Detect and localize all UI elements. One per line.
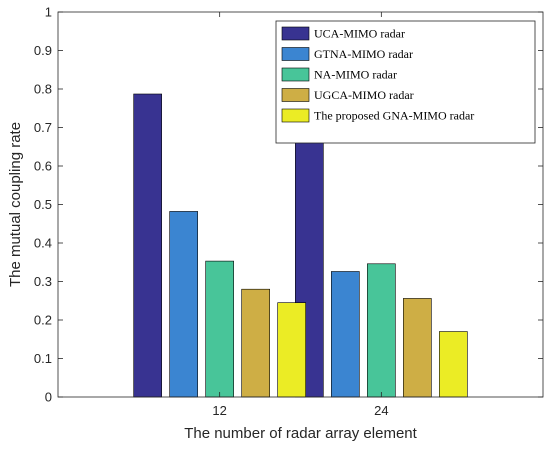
legend-swatch-ugca-mimo-radar <box>281 88 310 102</box>
y-tick-label: 0.4 <box>34 236 52 251</box>
y-tick-label: 1 <box>45 5 52 20</box>
bars-group <box>133 93 468 398</box>
legend-box <box>275 20 536 144</box>
bar-na-mimo-radar-12 <box>205 260 234 398</box>
bar-the-proposed-gna-mimo-radar-24 <box>439 331 468 398</box>
y-tick-label: 0.1 <box>34 351 52 366</box>
legend-label-gtna-mimo-radar: GTNA-MIMO radar <box>314 47 413 61</box>
bar-uca-mimo-radar-12 <box>133 93 162 398</box>
ticks-group: 0 0.1 0.2 0.3 0.4 0.5 0.6 0.7 0.8 0.9 1 12 24 <box>34 5 543 418</box>
legend-swatch-uca-mimo-radar <box>281 26 310 41</box>
legend-swatch-gtna-mimo-radar <box>281 47 310 61</box>
y-axis-label: The mutual coupling rate <box>7 122 24 287</box>
y-tick-label: 0.6 <box>34 159 52 174</box>
bar-the-proposed-gna-mimo-radar-12 <box>277 302 306 398</box>
legend-swatch-na-mimo-radar <box>281 67 310 82</box>
y-tick-label: 0.7 <box>34 120 52 135</box>
y-tick-label: 0.3 <box>34 274 52 289</box>
bar-na-mimo-radar-24 <box>367 263 396 398</box>
bar-ugca-mimo-radar-24 <box>403 298 432 398</box>
legend-label-the-proposed-gna-mimo-radar: The proposed GNA-MIMO radar <box>314 109 474 123</box>
y-tick-label: 0.5 <box>34 197 52 212</box>
x-tick-label: 24 <box>374 403 388 418</box>
bar-ugca-mimo-radar-12 <box>241 288 270 398</box>
legend-label-uca-mimo-radar: UCA-MIMO radar <box>314 27 405 41</box>
legend: UCA-MIMO radar GTNA-MIMO radar NA-MIMO rad… <box>275 20 536 144</box>
legend-label-na-mimo-radar: NA-MIMO radar <box>314 68 397 82</box>
bar-gtna-mimo-radar-12 <box>169 211 198 398</box>
x-axis-label: The number of radar array element <box>184 425 417 442</box>
y-tick-label: 0 <box>45 390 52 405</box>
bar-gtna-mimo-radar-24 <box>331 271 360 398</box>
y-tick-label: 0.2 <box>34 313 52 328</box>
legend-swatch-the-proposed-gna-mimo-radar <box>281 108 310 123</box>
y-tick-label: 0.9 <box>34 43 52 58</box>
y-tick-label: 0.8 <box>34 82 52 97</box>
legend-label-ugca-mimo-radar: UGCA-MIMO radar <box>314 88 414 102</box>
x-tick-label: 12 <box>212 403 226 418</box>
